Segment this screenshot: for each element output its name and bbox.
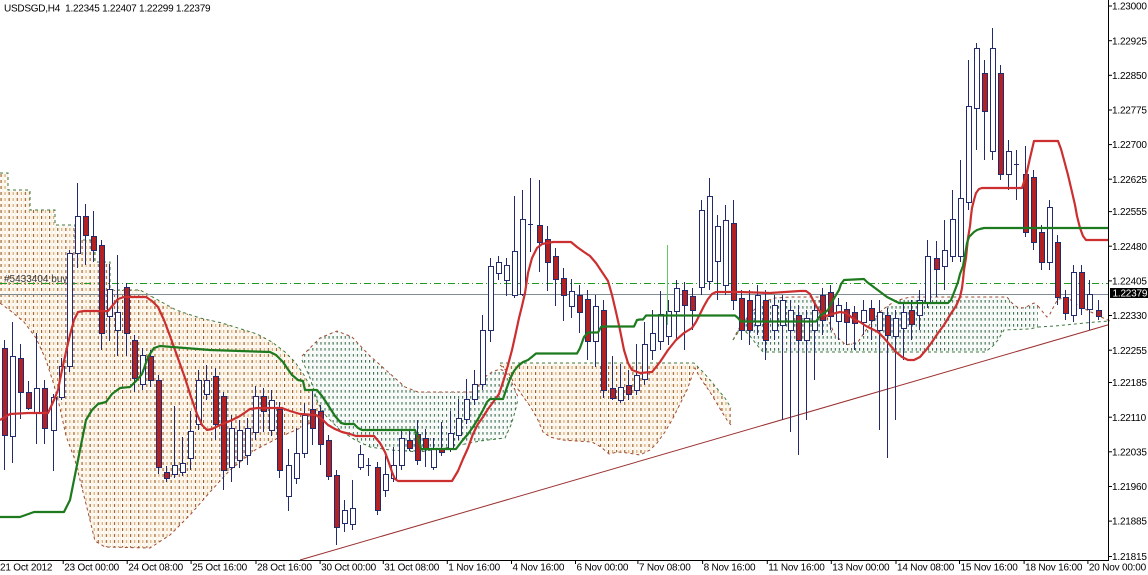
svg-text:1.22255: 1.22255 (1112, 346, 1147, 357)
svg-text:1 Nov 16:00: 1 Nov 16:00 (448, 563, 500, 574)
svg-text:1.22185: 1.22185 (1112, 378, 1147, 389)
svg-text:1.22625: 1.22625 (1112, 175, 1147, 186)
svg-text:1.22775: 1.22775 (1112, 106, 1147, 117)
svg-text:1.21885: 1.21885 (1112, 517, 1147, 528)
svg-text:#5433404 buy: #5433404 buy (4, 274, 67, 285)
svg-text:1.22480: 1.22480 (1112, 242, 1147, 253)
svg-text:11 Nov 16:00: 11 Nov 16:00 (768, 563, 825, 574)
svg-text:1.22330: 1.22330 (1112, 311, 1147, 322)
svg-text:1.22110: 1.22110 (1112, 413, 1147, 424)
svg-text:21 Oct 2012: 21 Oct 2012 (0, 563, 53, 574)
svg-text:1.23000: 1.23000 (1112, 2, 1147, 13)
svg-text:24 Oct 08:00: 24 Oct 08:00 (128, 563, 183, 574)
svg-text:1.22700: 1.22700 (1112, 140, 1147, 151)
svg-text:1.22379: 1.22379 (1113, 289, 1148, 300)
svg-text:31 Oct 08:00: 31 Oct 08:00 (384, 563, 439, 574)
svg-text:30 Oct 00:00: 30 Oct 00:00 (321, 563, 376, 574)
svg-text:1.22405: 1.22405 (1112, 277, 1147, 288)
svg-text:7 Nov 08:00: 7 Nov 08:00 (639, 563, 691, 574)
svg-text:25 Oct 16:00: 25 Oct 16:00 (192, 563, 247, 574)
svg-text:1.22850: 1.22850 (1112, 71, 1147, 82)
svg-text:13 Nov 00:00: 13 Nov 00:00 (832, 563, 890, 574)
svg-text:23 Oct 00:00: 23 Oct 00:00 (64, 563, 119, 574)
svg-text:4 Nov 16:00: 4 Nov 16:00 (513, 563, 565, 574)
svg-text:20 Nov 00:00: 20 Nov 00:00 (1089, 563, 1147, 574)
svg-text:1.22925: 1.22925 (1112, 36, 1147, 47)
svg-text:USDSGD,H4 1.22345 1.22407 1.2: USDSGD,H4 1.22345 1.22407 1.22299 1.2237… (4, 4, 211, 15)
svg-text:8 Nov 16:00: 8 Nov 16:00 (704, 563, 756, 574)
svg-text:1.22555: 1.22555 (1112, 207, 1147, 218)
svg-text:1.22035: 1.22035 (1112, 447, 1147, 458)
svg-text:28 Oct 16:00: 28 Oct 16:00 (257, 563, 312, 574)
svg-text:1.21960: 1.21960 (1112, 482, 1147, 493)
svg-text:1.21815: 1.21815 (1112, 552, 1147, 563)
svg-text:15 Nov 16:00: 15 Nov 16:00 (961, 563, 1019, 574)
svg-text:6 Nov 00:00: 6 Nov 00:00 (577, 563, 629, 574)
svg-text:18 Nov 16:00: 18 Nov 16:00 (1025, 563, 1083, 574)
svg-text:14 Nov 08:00: 14 Nov 08:00 (897, 563, 955, 574)
